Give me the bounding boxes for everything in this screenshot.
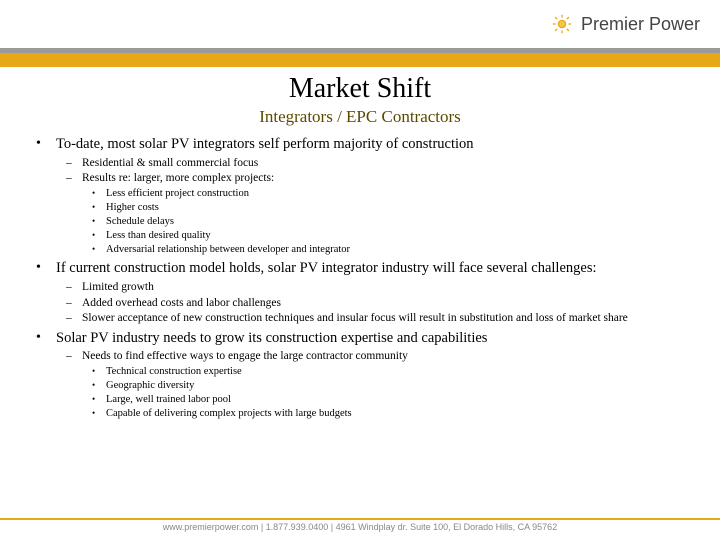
bullet-item: To-date, most solar PV integrators self … [28, 135, 692, 257]
dash-text: Limited growth [82, 281, 154, 293]
brand-name: Premier Power [581, 14, 700, 35]
bullet-text: To-date, most solar PV integrators self … [56, 136, 474, 152]
header: Premier Power [0, 0, 720, 48]
footer: www.premierpower.com | 1.877.939.0400 | … [0, 514, 720, 540]
dot-item: Higher costs [82, 201, 692, 215]
dash-item: Residential & small commercial focus [56, 156, 692, 172]
dash-text: Needs to find effective ways to engage t… [82, 350, 408, 362]
logo: Premier Power [551, 13, 700, 35]
dash-item: Added overhead costs and labor challenge… [56, 296, 692, 312]
dash-item: Needs to find effective ways to engage t… [56, 349, 692, 421]
dash-text: Results re: larger, more complex project… [82, 172, 274, 184]
dash-list: Limited growth Added overhead costs and l… [56, 280, 692, 327]
dash-item: Limited growth [56, 280, 692, 296]
content: Market Shift Integrators / EPC Contracto… [0, 67, 720, 540]
dot-item: Large, well trained labor pool [82, 393, 692, 407]
dot-list: Less efficient project constructionHighe… [82, 187, 692, 258]
bullet-item: Solar PV industry needs to grow its cons… [28, 329, 692, 422]
dash-item: Slower acceptance of new construction te… [56, 311, 692, 327]
dash-text: Residential & small commercial focus [82, 157, 258, 169]
accent-bar [0, 53, 720, 67]
dash-list: Needs to find effective ways to engage t… [56, 349, 692, 421]
dash-text: Added overhead costs and labor challenge… [82, 297, 281, 309]
bullet-item: If current construction model holds, sol… [28, 259, 692, 326]
bullet-list: To-date, most solar PV integrators self … [28, 135, 692, 421]
dot-item: Capable of delivering complex projects w… [82, 407, 692, 421]
slide: Premier Power Market Shift Integrators /… [0, 0, 720, 540]
dot-item: Less than desired quality [82, 229, 692, 243]
dot-list: Technical construction expertiseGeograph… [82, 365, 692, 422]
bullet-text: If current construction model holds, sol… [56, 260, 597, 276]
dot-item: Geographic diversity [82, 379, 692, 393]
dot-item: Adversarial relationship between develop… [82, 243, 692, 257]
dot-item: Less efficient project construction [82, 187, 692, 201]
dot-item: Technical construction expertise [82, 365, 692, 379]
footer-text: www.premierpower.com | 1.877.939.0400 | … [163, 522, 557, 532]
dash-text: Slower acceptance of new construction te… [82, 312, 628, 324]
dot-item: Schedule delays [82, 215, 692, 229]
bullet-text: Solar PV industry needs to grow its cons… [56, 330, 487, 346]
dash-item: Results re: larger, more complex project… [56, 171, 692, 257]
page-title: Market Shift [28, 73, 692, 105]
sun-icon [551, 13, 573, 35]
page-subtitle: Integrators / EPC Contractors [28, 107, 692, 127]
dash-list: Residential & small commercial focus Resu… [56, 156, 692, 258]
